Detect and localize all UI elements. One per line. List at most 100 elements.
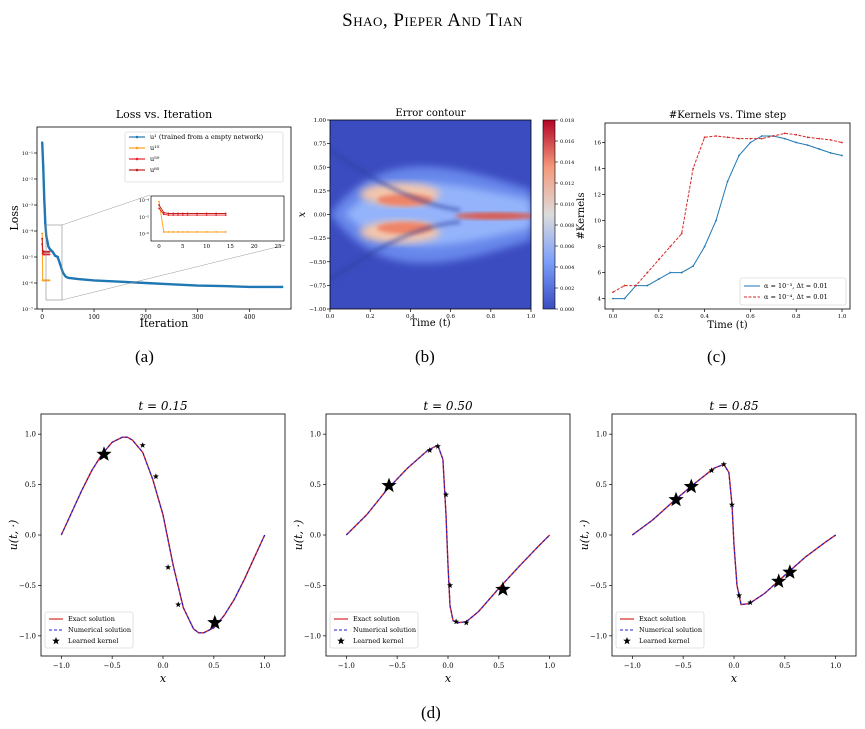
chart-d2-kernel-star: [453, 618, 460, 625]
chart-b-ytick-label: −0.75: [309, 283, 326, 289]
chart-c-xtick-label: 0.4: [700, 314, 709, 320]
chart-a-point: [42, 164, 45, 168]
chart-d2-xlabel: x: [445, 672, 452, 685]
chart-a-xtick-label: 300: [192, 314, 204, 321]
chart-d1-ylabel: u(t, ·): [7, 520, 20, 551]
chart-c-point: [738, 137, 740, 140]
chart-b-ytick-label: 1.00: [314, 118, 327, 124]
chart-d1-ytick-label: −0.5: [19, 582, 36, 590]
chart-d3-kernel-star: [728, 501, 735, 508]
chart-a-xtick-label: 200: [140, 314, 152, 321]
chart-d3-xtick-label: −0.5: [675, 662, 692, 670]
chart-c-xtick-label: 0.2: [654, 314, 663, 320]
chart-c-point: [841, 141, 843, 144]
chart-b-xtick-label: 0.0: [326, 314, 335, 320]
chart-d2-title: t = 0.50: [423, 399, 473, 413]
chart-d2-kernel-star: [447, 582, 454, 588]
chart-c-point: [783, 137, 786, 140]
chart-b-colorbar-label: 0.018: [560, 118, 574, 124]
chart-c-legend: [739, 277, 847, 306]
chart-a-point: [41, 232, 44, 235]
chart-c-point: [806, 144, 809, 147]
chart-a-inset-xtick-label: 15: [227, 244, 234, 250]
chart-d3-ytick-label: 0.5: [596, 481, 607, 489]
chart-a-inset-point: [167, 212, 170, 215]
chart-b-colorbar-label: 0.012: [560, 181, 574, 187]
chart-a-inset-point: [196, 214, 198, 217]
chart-a-inset-point: [167, 231, 170, 233]
chart-a-inset-point: [224, 214, 227, 217]
chart-c-point: [715, 219, 717, 222]
chart-d2-ylabel: u(t, ·): [292, 520, 305, 551]
chart-d1-legend-label: Exact solution: [68, 615, 115, 623]
chart-a-zoom-box: [45, 224, 63, 301]
chart-d1-kernel-star: [152, 473, 159, 480]
subfigure-label-a: (a): [135, 347, 154, 366]
chart-d2-ytick-label: 1.0: [310, 431, 321, 439]
chart-a-inset-ytick-label: 10⁻⁴: [139, 198, 149, 204]
chart-a-xtick-label: 100: [88, 314, 100, 321]
chart-d1-kernel-star: [175, 601, 182, 608]
chart-c-ytick-label: 4: [598, 297, 602, 303]
chart-a-inset-xtick-label: 10: [203, 244, 210, 250]
chart-d2-kernel-star: [381, 477, 397, 493]
chart-d3-xlabel: x: [731, 672, 738, 685]
chart-a-inset-point: [215, 212, 218, 215]
chart-c-point: [726, 136, 729, 139]
chart-a-point: [43, 198, 46, 201]
chart-c-ytick-label: 12: [594, 193, 601, 199]
chart-b-xlabel: Time (t): [410, 318, 450, 329]
chart-d3-legend-star: [623, 637, 631, 645]
subfigure-label-d: (d): [421, 703, 441, 722]
chart-c-point: [612, 297, 614, 300]
chart-b-colorbar-label: 0.014: [560, 160, 574, 166]
chart-d1-ytick-label: 1.0: [25, 431, 36, 439]
chart-c-series-line: [613, 135, 843, 300]
chart-c-point: [738, 154, 740, 157]
chart-d1-ytick-label: 0.5: [25, 481, 36, 489]
chart-b-ytick-label: 0.25: [314, 189, 327, 195]
chart-c-title: #Kernels vs. Time step: [669, 110, 786, 121]
chart-c-point: [806, 136, 809, 139]
chart-d1-xtick-label: 1.0: [259, 662, 270, 670]
chart-d2-legend-label: Exact solution: [353, 615, 400, 623]
chart-c-point: [669, 245, 672, 248]
chart-c-series-line: [612, 132, 843, 293]
chart-a-legend-label: u¹⁵: [150, 144, 160, 152]
chart-b-ytick-label: −0.50: [309, 260, 326, 266]
chart-d2-ytick-label: −1.0: [304, 632, 321, 640]
chart-c-ytick-label: 6: [598, 271, 602, 277]
chart-a-point: [41, 237, 44, 240]
chart-a-point: [51, 250, 54, 253]
chart-c-point: [772, 135, 775, 137]
chart-a-inset-point: [181, 212, 184, 215]
chart-d2-kernel-star: [426, 447, 433, 453]
chart-a-ylabel: Loss: [8, 205, 21, 231]
chart-a-inset-ytick-label: 10⁻⁶: [139, 232, 149, 238]
chart-d2-ytick-label: 0.0: [310, 532, 321, 540]
chart-a-inset-xtick-label: 5: [181, 244, 185, 250]
chart-d1-xtick-label: 0.0: [157, 662, 168, 670]
chart-a-frame: [36, 126, 292, 310]
chart-d1-xtick-label: −0.5: [104, 662, 121, 670]
chart-b-colorbar: [542, 119, 556, 310]
chart-c-ytick-label: 10: [594, 219, 601, 225]
chart-c-ytick-label: 16: [594, 141, 601, 147]
chart-d3-kernel-star: [736, 592, 743, 599]
chart-d2-legend-label: Numerical solution: [353, 626, 416, 634]
chart-d3-ylabel: u(t, ·): [578, 520, 591, 551]
chart-a-zoom-connector: [61, 194, 151, 226]
chart-d1-kernel-star: [207, 614, 223, 630]
chart-d3-ytick-label: 1.0: [596, 431, 607, 439]
chart-d1-ytick-label: 0.0: [25, 532, 36, 540]
chart-c-point: [841, 154, 843, 157]
chart-d3-xtick-label: 0.0: [728, 662, 739, 670]
chart-d1-legend-star: [52, 637, 60, 645]
chart-b-heatmap-field: [330, 148, 531, 282]
chart-a-point: [47, 245, 50, 248]
chart-d3-ytick-label: 0.0: [596, 532, 607, 540]
chart-a-inset-point: [177, 231, 179, 233]
chart-d1-legend-label: Numerical solution: [68, 626, 131, 634]
chart-c-point: [783, 132, 786, 135]
